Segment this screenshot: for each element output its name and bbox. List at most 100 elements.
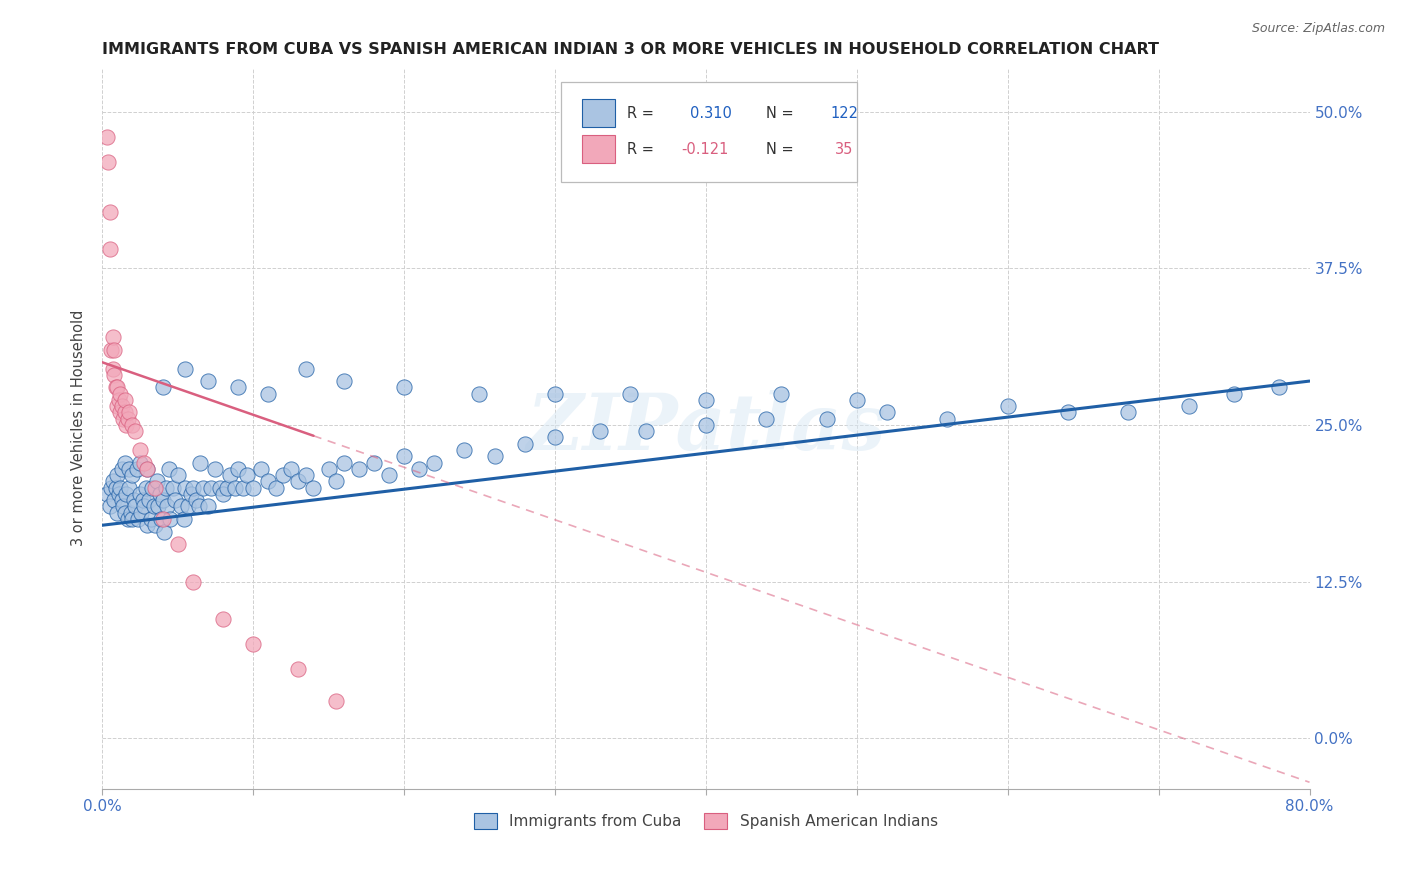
Point <box>408 462 430 476</box>
Point <box>134 456 156 470</box>
Point <box>219 468 242 483</box>
Point <box>131 506 153 520</box>
FancyBboxPatch shape <box>561 82 856 182</box>
Point <box>224 481 246 495</box>
Point <box>163 493 186 508</box>
Point <box>242 637 264 651</box>
Text: N =: N = <box>766 105 794 120</box>
Point <box>392 450 415 464</box>
Point <box>117 512 139 526</box>
Point <box>188 456 211 470</box>
Point <box>181 574 204 589</box>
Point <box>257 386 280 401</box>
Point <box>392 380 415 394</box>
Point <box>114 392 136 407</box>
Point <box>134 500 156 514</box>
Point <box>122 493 145 508</box>
Point <box>770 386 793 401</box>
Point <box>755 411 778 425</box>
Point <box>236 468 259 483</box>
Point <box>101 330 124 344</box>
Point <box>115 417 138 432</box>
Point <box>242 481 264 495</box>
Text: 0.310: 0.310 <box>690 105 733 120</box>
Point <box>117 411 139 425</box>
Point <box>1118 405 1140 419</box>
Point <box>217 481 239 495</box>
Bar <box>582 99 616 127</box>
Point <box>619 386 641 401</box>
Point <box>453 443 475 458</box>
Point <box>332 456 354 470</box>
Point <box>302 481 325 495</box>
Point <box>110 386 132 401</box>
Point <box>513 436 536 450</box>
Point <box>695 392 717 407</box>
Point <box>197 500 219 514</box>
Point <box>325 475 347 489</box>
Point <box>152 512 174 526</box>
Point <box>103 493 125 508</box>
Point <box>111 462 134 476</box>
Point <box>695 417 717 432</box>
Point <box>110 405 132 419</box>
Point <box>264 481 287 495</box>
Point <box>193 481 215 495</box>
Point <box>184 493 207 508</box>
Point <box>98 204 121 219</box>
Point <box>936 411 959 425</box>
Point <box>156 500 179 514</box>
Point <box>226 462 249 476</box>
Point <box>347 462 370 476</box>
Text: -0.121: -0.121 <box>682 142 730 157</box>
Point <box>121 468 143 483</box>
Point <box>271 468 294 483</box>
Point <box>295 361 318 376</box>
Point <box>114 456 136 470</box>
Point <box>103 343 125 357</box>
Point <box>153 524 176 539</box>
Point <box>136 518 159 533</box>
Point <box>108 392 131 407</box>
Point <box>287 662 309 676</box>
Point <box>105 506 128 520</box>
Point <box>120 506 142 520</box>
Point <box>177 500 200 514</box>
Point <box>280 462 302 476</box>
Point <box>96 129 118 144</box>
Point <box>876 405 898 419</box>
Point <box>212 612 235 626</box>
Bar <box>582 136 616 163</box>
Point <box>159 512 181 526</box>
Point <box>112 500 135 514</box>
Point <box>98 500 121 514</box>
Point <box>157 462 180 476</box>
Point <box>143 518 166 533</box>
Point <box>136 462 159 476</box>
Point <box>173 512 195 526</box>
Point <box>124 424 146 438</box>
Point <box>97 154 120 169</box>
Point <box>146 500 169 514</box>
Point <box>174 481 197 495</box>
Point <box>484 450 506 464</box>
Point <box>325 694 347 708</box>
Point <box>815 411 838 425</box>
Point <box>1268 380 1291 394</box>
Point <box>544 386 567 401</box>
Point <box>423 456 446 470</box>
Text: N =: N = <box>766 142 794 157</box>
Point <box>170 500 193 514</box>
Point <box>110 481 132 495</box>
Point <box>197 374 219 388</box>
Point <box>114 405 136 419</box>
Point <box>129 443 152 458</box>
Point <box>96 487 118 501</box>
Point <box>105 380 128 394</box>
Point <box>129 456 152 470</box>
Point <box>118 481 141 495</box>
Point <box>232 481 254 495</box>
Point <box>200 481 222 495</box>
Point <box>845 392 868 407</box>
Point <box>212 487 235 501</box>
